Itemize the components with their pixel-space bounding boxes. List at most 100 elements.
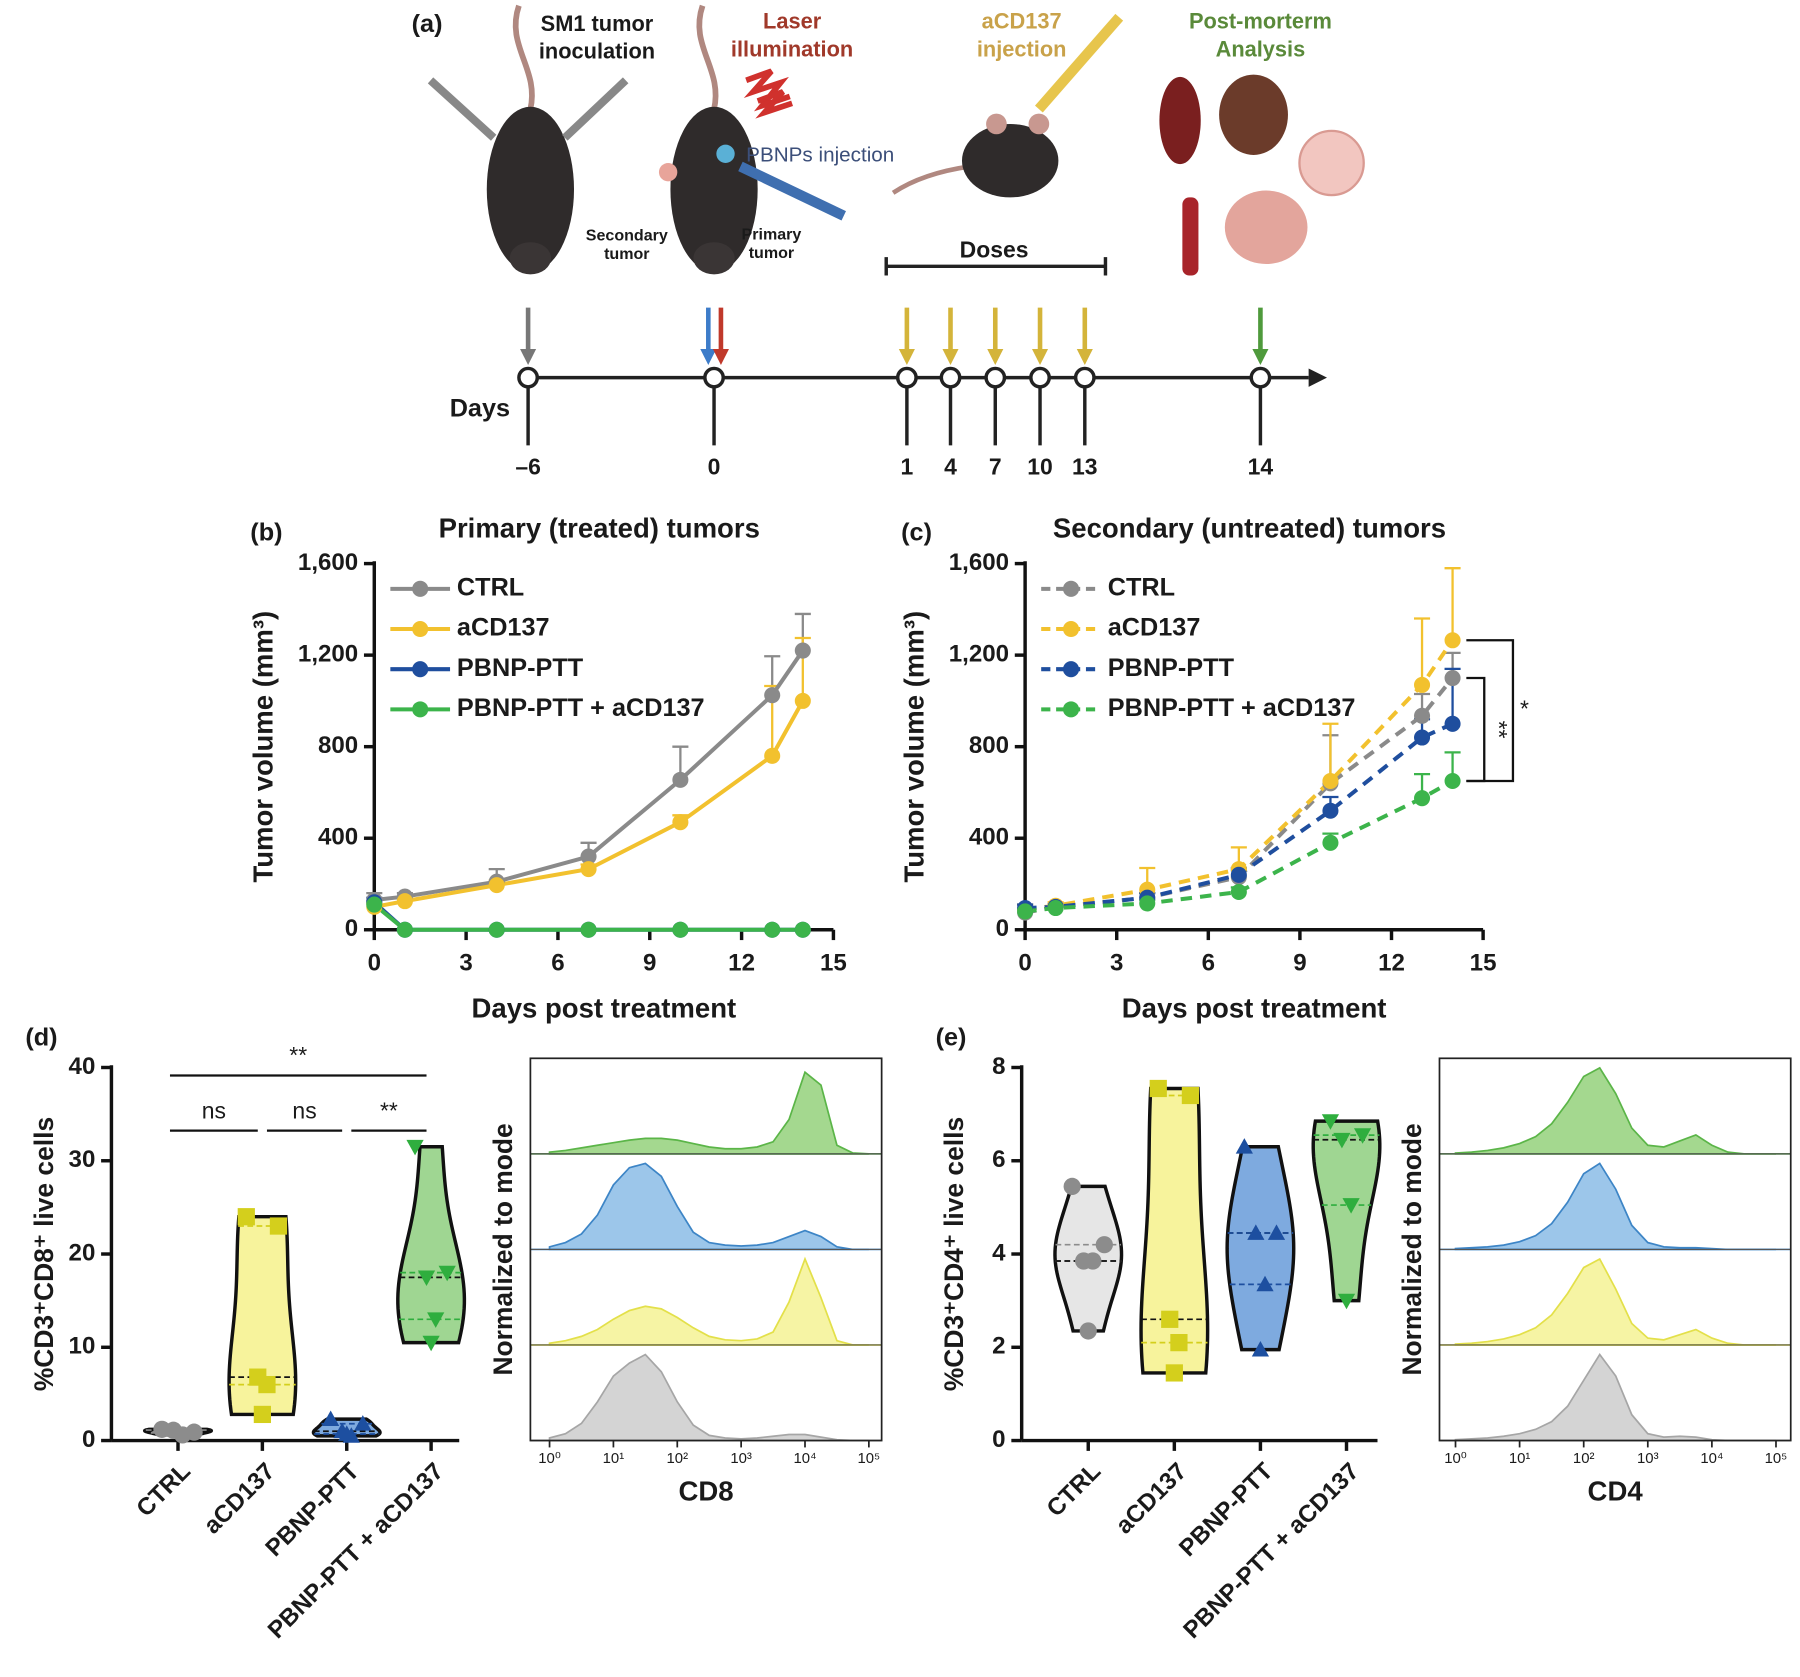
organ (1159, 76, 1201, 165)
mouse-body (670, 106, 758, 273)
data-point (417, 1270, 436, 1286)
data-point (1321, 1114, 1340, 1130)
data-point (672, 921, 689, 938)
data-point (764, 747, 781, 764)
timeline-arrowhead (1032, 348, 1049, 366)
y-tick-label: 30 (69, 1146, 96, 1173)
significance-label: ** (380, 1097, 398, 1123)
day-label: 0 (708, 453, 721, 479)
data-point (1414, 790, 1431, 807)
y-tick-label: 0 (996, 915, 1009, 942)
data-point (672, 771, 689, 788)
syringe (562, 77, 629, 141)
data-point (580, 848, 597, 865)
x-tick-label: 10⁵ (857, 1450, 880, 1467)
data-point (794, 692, 811, 709)
laser-bolt (755, 89, 794, 119)
data-point (1322, 772, 1339, 790)
histogram-area (548, 1256, 869, 1346)
syringe (427, 77, 497, 141)
x-tick-label: 10¹ (603, 1450, 625, 1467)
data-point (1084, 1252, 1102, 1270)
y-tick-label: 800 (318, 732, 358, 759)
data-point (1322, 834, 1339, 851)
timeline-arrowhead (987, 348, 1004, 366)
legend-marker (412, 701, 429, 718)
data-point (1079, 1322, 1097, 1340)
data-point (1342, 1198, 1360, 1214)
data-point (422, 1335, 440, 1352)
legend-marker (1062, 661, 1080, 678)
timeline-point (895, 366, 918, 389)
mouse-body (486, 106, 575, 273)
x-tick-label: 12 (1378, 950, 1405, 977)
data-point (354, 1415, 372, 1431)
plot-frame (529, 1057, 883, 1442)
timeline-point (984, 366, 1007, 389)
event-label: Laser (763, 9, 822, 34)
data-point (1181, 1086, 1200, 1105)
x-tick-label: 0 (368, 950, 381, 977)
histogram-area (1454, 1353, 1776, 1442)
data-point (1230, 866, 1247, 883)
x-tick-label: 10³ (730, 1450, 752, 1467)
tumor-label: Secondary (586, 227, 668, 245)
data-point (173, 1426, 192, 1444)
chart-title: Primary (treated) tumors (439, 513, 760, 544)
y-axis-label: Tumor volume (mm³) (898, 611, 929, 883)
data-point (1235, 1138, 1253, 1154)
data-point (1047, 899, 1064, 917)
day-label: 10 (1027, 453, 1053, 479)
significance-label: ns (202, 1097, 226, 1123)
x-tick-label: 3 (459, 950, 472, 977)
legend-label: PBNP-PTT (457, 654, 584, 682)
x-tick-label: 10⁰ (1444, 1450, 1467, 1467)
x-tick-label: 10¹ (1509, 1450, 1531, 1467)
y-tick-label: 0 (82, 1426, 95, 1453)
x-tick-label: 9 (643, 950, 656, 977)
x-axis-label: CD8 (678, 1476, 733, 1507)
legend-marker (412, 620, 429, 638)
organ (1298, 129, 1365, 197)
y-tick-label: 400 (318, 824, 358, 851)
x-tick-label: 9 (1293, 950, 1306, 977)
mouse-head (509, 242, 552, 275)
data-point (1444, 632, 1461, 649)
data-point (1414, 707, 1431, 724)
event-label: illumination (731, 36, 853, 61)
x-tick-label: 10² (667, 1450, 689, 1467)
event-label: inoculation (539, 39, 655, 64)
data-point (1063, 1177, 1081, 1196)
histogram-area (548, 1353, 869, 1442)
day-label: 1 (901, 453, 914, 479)
organ (1224, 190, 1308, 265)
x-tick-label: 15 (1470, 950, 1497, 977)
y-tick-label: 40 (69, 1053, 96, 1080)
violin (1225, 1145, 1296, 1352)
data-point (322, 1410, 340, 1426)
data-point (672, 814, 689, 831)
blood-tube (1182, 197, 1199, 276)
data-point (794, 921, 811, 938)
data-point (1267, 1224, 1286, 1240)
data-point (1230, 883, 1247, 901)
x-tick-label: 10³ (1637, 1450, 1659, 1467)
data-point (1170, 1334, 1188, 1352)
y-axis-label: Tumor volume (mm³) (248, 611, 279, 883)
data-point (1165, 1364, 1183, 1382)
x-axis-label: Days post treatment (1122, 992, 1387, 1023)
mouse-tail (512, 4, 535, 110)
panel-label: (a) (412, 10, 443, 38)
violin (1311, 1119, 1382, 1303)
chart-title: Secondary (untreated) tumors (1053, 513, 1446, 544)
x-tick-label: aCD137 (199, 1458, 281, 1540)
secondary-tumor (658, 162, 678, 182)
x-tick-label: 10⁴ (1700, 1450, 1723, 1467)
event-label: Analysis (1216, 36, 1306, 61)
primary-tumor (716, 144, 735, 163)
day-label: 7 (989, 453, 1002, 479)
timeline-arrowhead (520, 348, 537, 366)
event-label: Post-morterm (1189, 9, 1332, 34)
y-tick-label: 1,200 (298, 640, 358, 667)
